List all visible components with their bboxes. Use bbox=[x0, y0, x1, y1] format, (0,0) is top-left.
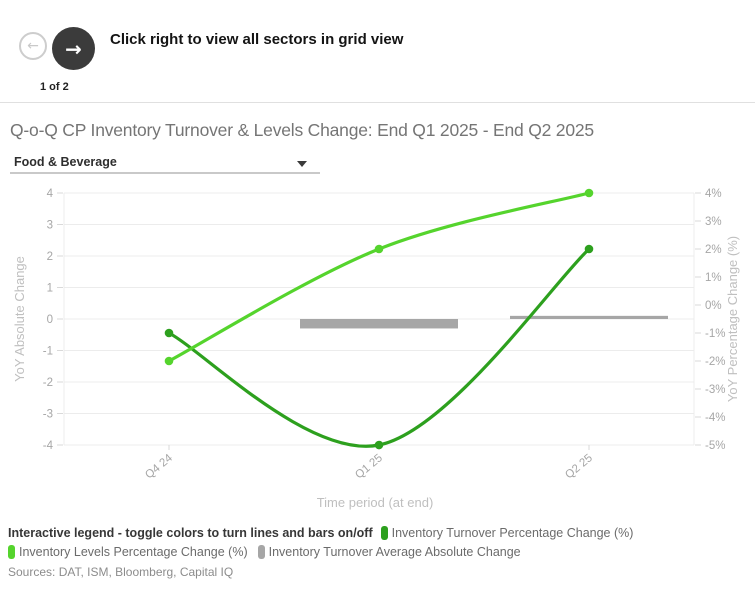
legend-item-label: Inventory Turnover Average Absolute Chan… bbox=[268, 545, 521, 559]
svg-text:1: 1 bbox=[47, 283, 53, 295]
legend-item-inventory-levels-pct[interactable]: Inventory Levels Percentage Change (%) bbox=[8, 545, 248, 559]
svg-text:Time period (at end): Time period (at end) bbox=[317, 495, 434, 510]
svg-text:-5%: -5% bbox=[705, 440, 725, 452]
svg-text:3%: 3% bbox=[705, 216, 722, 228]
svg-text:4%: 4% bbox=[705, 188, 722, 200]
svg-text:Q4 24: Q4 24 bbox=[143, 452, 175, 482]
sector-dropdown[interactable]: Food & Beverage bbox=[10, 152, 320, 174]
next-page-button[interactable]: → bbox=[52, 27, 95, 70]
svg-text:-3%: -3% bbox=[705, 384, 725, 396]
sector-dropdown-value: Food & Beverage bbox=[14, 155, 117, 169]
svg-text:-2: -2 bbox=[43, 377, 53, 389]
svg-text:Q1 25: Q1 25 bbox=[353, 452, 385, 481]
previous-page-button[interactable]: ← bbox=[19, 32, 47, 60]
svg-text:0: 0 bbox=[47, 314, 53, 326]
svg-text:YoY Percentage Change (%): YoY Percentage Change (%) bbox=[725, 236, 740, 402]
svg-text:2: 2 bbox=[47, 251, 53, 263]
interactive-legend: Interactive legend - toggle colors to tu… bbox=[8, 526, 748, 564]
arrow-left-icon: ← bbox=[27, 38, 39, 54]
page-indicator: 1 of 2 bbox=[40, 81, 69, 93]
header-divider bbox=[0, 102, 755, 103]
sources-note: Sources: DAT, ISM, Bloomberg, Capital IQ bbox=[8, 565, 234, 579]
svg-text:-4: -4 bbox=[43, 440, 54, 452]
legend-item-inventory-turnover-pct[interactable]: Inventory Turnover Percentage Change (%) bbox=[380, 526, 634, 540]
svg-text:-1%: -1% bbox=[705, 328, 725, 340]
svg-text:4: 4 bbox=[47, 188, 54, 200]
svg-text:2%: 2% bbox=[705, 244, 722, 256]
svg-text:1%: 1% bbox=[705, 272, 722, 284]
svg-text:3: 3 bbox=[47, 220, 53, 232]
svg-text:-2%: -2% bbox=[705, 356, 725, 368]
legend-swatch-green-dark bbox=[380, 526, 388, 540]
page-title: Q-o-Q CP Inventory Turnover & Levels Cha… bbox=[10, 120, 594, 140]
svg-text:0%: 0% bbox=[705, 300, 722, 312]
svg-text:-4%: -4% bbox=[705, 412, 725, 424]
svg-text:-1: -1 bbox=[43, 346, 53, 358]
legend-swatch-green-light bbox=[8, 545, 15, 559]
svg-text:YoY Absolute Change: YoY Absolute Change bbox=[12, 256, 27, 382]
svg-text:Q2 25: Q2 25 bbox=[563, 452, 595, 481]
arrow-right-icon: → bbox=[65, 36, 82, 61]
header-instruction: Click right to view all sectors in grid … bbox=[110, 31, 404, 48]
legend-item-label: Inventory Levels Percentage Change (%) bbox=[19, 545, 248, 559]
svg-text:-3: -3 bbox=[43, 409, 53, 421]
legend-item-inventory-turnover-abs[interactable]: Inventory Turnover Average Absolute Chan… bbox=[257, 545, 521, 559]
legend-title: Interactive legend - toggle colors to tu… bbox=[8, 526, 373, 540]
caret-down-icon bbox=[297, 161, 307, 167]
legend-item-label: Inventory Turnover Percentage Change (%) bbox=[391, 526, 634, 540]
legend-swatch-gray bbox=[257, 545, 265, 559]
